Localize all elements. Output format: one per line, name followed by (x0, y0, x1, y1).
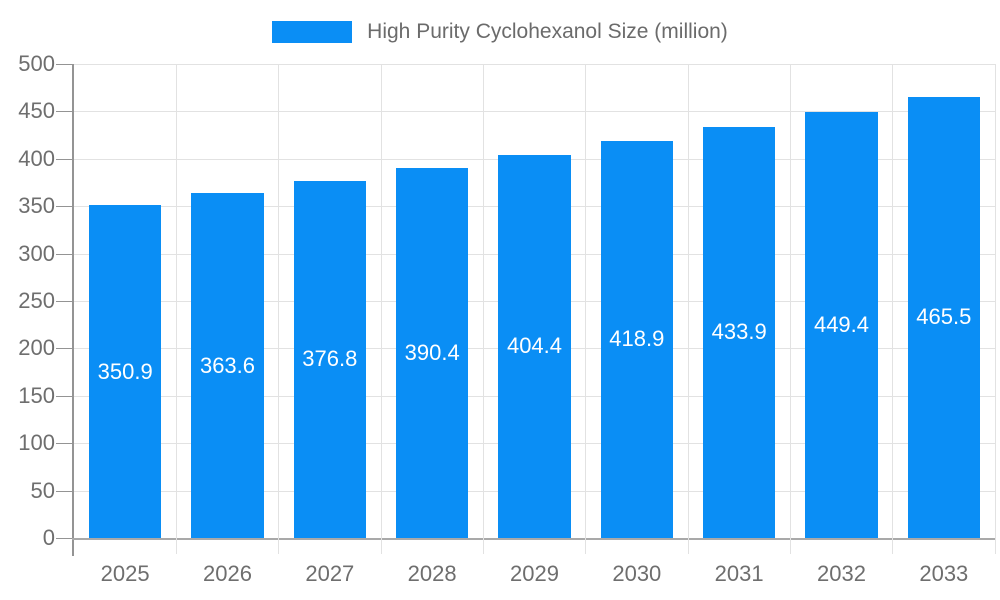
y-axis-tick-label: 50 (30, 477, 55, 503)
bar-value-label: 433.9 (711, 319, 767, 345)
y-axis-tick-label: 0 (42, 525, 55, 550)
x-axis-tick-label: 2025 (100, 561, 150, 586)
bar-value-label: 350.9 (97, 358, 153, 384)
bar-value-label: 376.8 (302, 346, 358, 372)
gridline-vertical (482, 64, 484, 554)
y-axis-tick (56, 64, 72, 65)
bar: 363.6 (191, 193, 264, 538)
x-axis-tick-label: 2026 (203, 561, 252, 586)
gridline-vertical (687, 64, 689, 554)
x-axis-tick-label: 2029 (510, 561, 559, 586)
bar: 404.4 (498, 154, 571, 538)
x-axis-tick-label: 2032 (817, 561, 866, 586)
y-axis-tick (56, 443, 72, 445)
bar: 390.4 (395, 167, 469, 538)
y-axis-line (72, 64, 74, 556)
gridline-vertical (278, 64, 280, 554)
x-axis-tick-label: 2028 (407, 561, 457, 586)
y-axis-tick (56, 158, 72, 160)
y-axis-tick (56, 538, 72, 539)
y-axis-tick-label: 250 (18, 288, 55, 313)
y-axis-tick-label: 150 (18, 382, 55, 408)
gridline-vertical (585, 64, 587, 554)
bar-value-label: 404.4 (506, 333, 563, 359)
y-axis-tick (56, 253, 72, 255)
y-axis-tick (56, 206, 72, 208)
gridline-vertical (892, 64, 894, 554)
bar-value-label: 449.4 (813, 311, 870, 337)
y-axis-tick-label: 450 (18, 98, 55, 124)
gridline-vertical (789, 64, 791, 554)
y-axis-tick (56, 348, 72, 350)
gridline-vertical (380, 64, 382, 554)
y-axis-tick-label: 350 (18, 193, 55, 219)
legend-swatch-icon (272, 21, 353, 43)
y-axis-tick (56, 111, 72, 113)
bar: 433.9 (702, 126, 776, 538)
bar-value-label: 390.4 (404, 339, 460, 365)
y-axis-tick-label: 200 (18, 335, 55, 361)
x-axis-line (72, 538, 995, 540)
y-axis-tick-label: 400 (18, 145, 55, 171)
plot-area: 0 50 100 150 200 250 300 350 400 450 500 350.9 2025 3… (18, 51, 996, 586)
bar: 449.4 (805, 111, 878, 538)
x-axis-tick-label: 2031 (714, 561, 764, 586)
y-axis-tick (56, 395, 72, 397)
y-axis-tick (56, 301, 72, 302)
y-axis-tick-label: 500 (18, 51, 55, 76)
gridline-horizontal (74, 64, 995, 65)
gridline-vertical (175, 64, 177, 554)
y-axis-tick (56, 490, 72, 492)
bar: 350.9 (88, 205, 162, 538)
y-axis-tick-label: 300 (18, 240, 55, 266)
x-axis-tick-label: 2027 (305, 561, 355, 586)
bar: 376.8 (293, 180, 367, 538)
x-axis-tick-label: 2030 (612, 561, 662, 586)
bar-value-label: 465.5 (916, 304, 972, 330)
bar: 418.9 (600, 140, 674, 538)
bar-value-label: 363.6 (199, 352, 256, 378)
legend-label: High Purity Cyclohexanol Size (million) (367, 20, 728, 43)
y-axis-tick-label: 100 (18, 430, 55, 456)
gridline-vertical (994, 64, 996, 554)
chart-legend: High Purity Cyclohexanol Size (million) (0, 18, 1000, 46)
x-axis-tick-label: 2033 (919, 561, 969, 586)
gridline-horizontal (74, 111, 995, 113)
bar: 465.5 (907, 96, 981, 538)
bar-value-label: 418.9 (609, 326, 665, 352)
